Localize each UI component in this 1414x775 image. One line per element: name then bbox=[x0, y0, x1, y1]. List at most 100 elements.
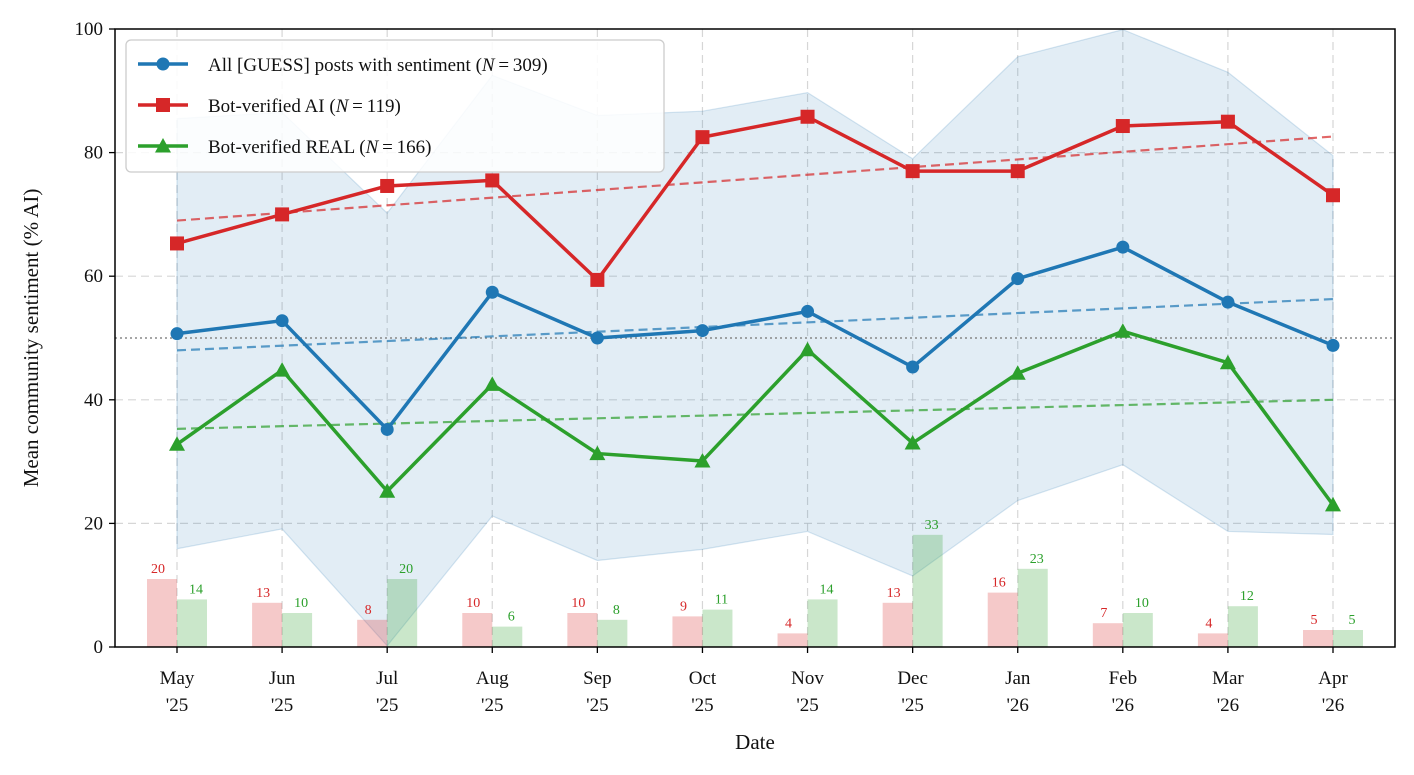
series-2-point bbox=[274, 362, 291, 377]
y-tick-label: 80 bbox=[84, 143, 103, 164]
legend-swatch-marker bbox=[155, 138, 171, 153]
real-count-label: 10 bbox=[294, 596, 308, 611]
real-count-bar bbox=[177, 599, 207, 647]
series-0-point bbox=[485, 285, 499, 299]
real-count-bar bbox=[807, 599, 838, 647]
real-count-bar bbox=[1227, 606, 1258, 647]
real-count-label: 6 bbox=[508, 610, 515, 625]
series-0-point bbox=[801, 304, 815, 318]
real-count-bar bbox=[702, 609, 733, 647]
x-tick-label-year: '25 bbox=[481, 695, 503, 716]
series-0-point bbox=[1116, 240, 1130, 254]
series-2-point bbox=[484, 376, 501, 391]
real-count-label: 23 bbox=[1030, 552, 1044, 567]
series-1-point bbox=[695, 130, 710, 145]
legend-entry-0: All [GUESS] posts with sentiment (N = 30… bbox=[208, 55, 548, 76]
x-tick-label-year: '25 bbox=[271, 695, 293, 716]
real-count-bar bbox=[912, 534, 943, 647]
ai-count-label: 16 bbox=[992, 576, 1006, 591]
x-tick-label: Dec bbox=[897, 668, 928, 689]
series-1-point bbox=[1326, 188, 1340, 203]
ai-count-label: 5 bbox=[1311, 613, 1318, 628]
y-tick-label: 20 bbox=[84, 513, 103, 534]
x-tick-label: Sep bbox=[583, 668, 612, 689]
series-2-point bbox=[379, 483, 396, 498]
x-tick-label-year: '25 bbox=[586, 695, 608, 716]
series-1-point bbox=[170, 236, 184, 251]
x-tick-label-year: '26 bbox=[1112, 695, 1134, 716]
real-count-bar bbox=[1333, 630, 1363, 647]
legend-box bbox=[125, 39, 665, 173]
x-tick-label-year: '25 bbox=[376, 695, 398, 716]
series-2-point bbox=[1114, 323, 1131, 338]
real-count-label: 20 bbox=[399, 562, 413, 577]
series-0-point bbox=[170, 327, 184, 341]
ai-count-bar bbox=[882, 602, 913, 647]
x-tick-label-year: '26 bbox=[1322, 695, 1344, 716]
real-count-bar bbox=[492, 626, 523, 647]
real-count-label: 14 bbox=[189, 582, 203, 597]
ai-count-label: 8 bbox=[365, 603, 372, 618]
series-line-0 bbox=[176, 245, 1334, 432]
y-tick-label: 60 bbox=[84, 266, 103, 287]
x-tick-label: Jan bbox=[1005, 668, 1031, 689]
x-tick-label: Jun bbox=[269, 668, 296, 689]
ai-count-label: 13 bbox=[256, 586, 270, 601]
ai-count-bar bbox=[567, 613, 598, 647]
real-count-bar bbox=[597, 619, 628, 647]
ai-count-bar bbox=[987, 592, 1018, 647]
real-count-label: 10 bbox=[1135, 596, 1149, 611]
x-tick-label-year: '25 bbox=[901, 695, 923, 716]
series-1-point bbox=[1010, 164, 1025, 179]
series-0-point bbox=[1221, 295, 1235, 309]
series-1-point bbox=[590, 272, 605, 287]
real-count-label: 33 bbox=[925, 518, 939, 533]
ai-count-label: 9 bbox=[680, 599, 687, 614]
series-1-point bbox=[905, 164, 920, 179]
series-0-point bbox=[1011, 272, 1025, 286]
ai-count-label: 4 bbox=[785, 616, 792, 631]
series-0-point bbox=[590, 331, 604, 345]
series-line-1 bbox=[176, 115, 1335, 282]
ai-count-bar bbox=[1092, 623, 1123, 647]
x-tick-label: Jul bbox=[376, 668, 398, 689]
real-count-label: 12 bbox=[1240, 589, 1254, 604]
series-1-point bbox=[485, 173, 500, 188]
series-0-point bbox=[906, 360, 920, 374]
ai-count-label: 7 bbox=[1100, 606, 1107, 621]
y-tick-label: 40 bbox=[84, 390, 103, 411]
y-tick-label: 100 bbox=[75, 19, 104, 40]
y-tick-label: 0 bbox=[94, 637, 104, 658]
legend: All [GUESS] posts with sentiment (N = 30… bbox=[125, 39, 665, 173]
series-2-point bbox=[1219, 354, 1236, 370]
trend-line-series-0 bbox=[176, 297, 1334, 352]
x-tick-label-year: '26 bbox=[1217, 695, 1239, 716]
series-0-point bbox=[380, 422, 394, 436]
trend-line-series-2 bbox=[176, 398, 1334, 430]
series-2-point bbox=[1325, 496, 1341, 512]
series-1-point bbox=[800, 109, 815, 124]
series-2-point bbox=[799, 341, 816, 357]
series-line-2 bbox=[175, 329, 1335, 506]
series-1-point bbox=[1115, 119, 1130, 134]
series-1-point bbox=[380, 178, 395, 193]
real-count-bar bbox=[1122, 613, 1153, 647]
x-tick-label-year: '25 bbox=[796, 695, 818, 716]
x-tick-label-year: '25 bbox=[691, 695, 713, 716]
real-count-label: 8 bbox=[613, 603, 620, 618]
x-axis-title: Date bbox=[735, 730, 775, 754]
x-tick-label: May bbox=[160, 668, 195, 689]
count-bars-layer: 20 13 8 10 10 9 4 13 16 7 4 5 14 10 20 6 8 11 14 33 23 10 12 5 bbox=[147, 518, 1363, 647]
series-0-point bbox=[275, 314, 289, 328]
ai-count-bar bbox=[1197, 633, 1228, 647]
real-count-bar bbox=[387, 579, 418, 647]
x-tick-label: Mar bbox=[1212, 668, 1244, 689]
series-1-point bbox=[1220, 114, 1235, 129]
series-0-point bbox=[1326, 338, 1340, 352]
series-2-point bbox=[589, 445, 606, 461]
ai-count-bar bbox=[252, 602, 283, 647]
ai-count-bar bbox=[672, 616, 703, 647]
x-tick-label: Apr bbox=[1318, 668, 1348, 689]
axes-layer: 0 20 40 60 80 100 May '25 Jun '25 Jul '25 Aug '25 Sep '… bbox=[75, 19, 1396, 716]
